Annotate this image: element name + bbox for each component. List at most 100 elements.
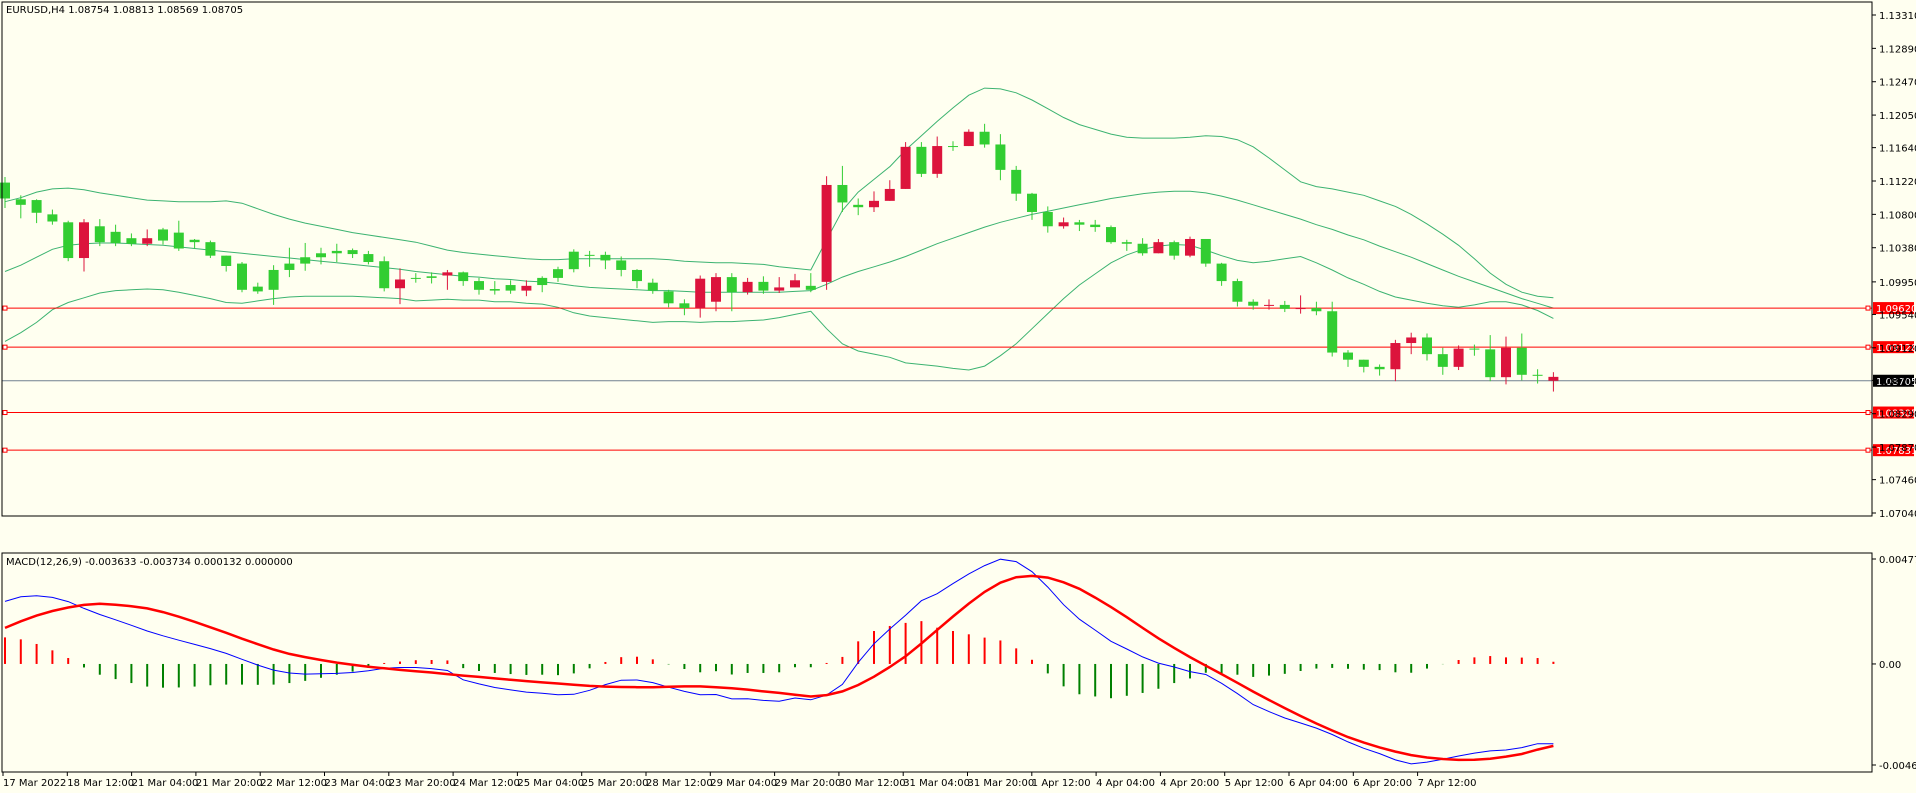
candle-body — [963, 131, 974, 147]
candle-body — [1169, 242, 1180, 256]
candle-body — [663, 291, 674, 304]
candle-body — [742, 281, 753, 293]
candle-body — [1485, 349, 1496, 378]
candle-body — [426, 276, 437, 278]
candle-body — [758, 281, 769, 291]
price-tick-label: 1.10800 — [1879, 210, 1916, 221]
main-panel-border — [1, 1, 1873, 517]
candle-body — [237, 263, 247, 290]
candle-body — [616, 260, 627, 270]
macd-tick-label: -0.004601 — [1879, 761, 1916, 772]
price-tick-label: 1.08710 — [1879, 376, 1916, 387]
candle-body — [679, 303, 690, 309]
candle-body — [1090, 224, 1101, 228]
candle-body — [632, 269, 642, 282]
candle-body — [884, 188, 895, 201]
candle-body — [932, 146, 943, 174]
candle-body — [869, 200, 879, 208]
candle-body — [1516, 347, 1527, 375]
candle-body — [268, 269, 279, 290]
chart-frame — [1, 1, 1873, 773]
candle-body — [79, 222, 89, 259]
candle-body — [1074, 222, 1085, 225]
candle-body — [173, 232, 184, 249]
candle-body — [1453, 348, 1464, 367]
time-tick-label: 23 Mar 20:00 — [389, 778, 456, 789]
time-tick-label: 5 Apr 12:00 — [1225, 778, 1284, 789]
candle-body — [1153, 242, 1164, 254]
candle-body — [1232, 281, 1243, 302]
candle-body — [15, 199, 26, 205]
time-tick-label: 7 Apr 12:00 — [1418, 778, 1477, 789]
candle-body — [805, 285, 816, 290]
candle-body — [1422, 337, 1432, 355]
macd-signal-line — [4, 574, 1554, 762]
candle-body — [284, 263, 295, 270]
time-tick-label: 25 Mar 04:00 — [517, 778, 584, 789]
candle-body — [31, 200, 42, 213]
current-price-tag — [1873, 374, 1914, 387]
level-price-tag — [1873, 302, 1914, 315]
level-price-label: 1.07831 — [1876, 446, 1916, 457]
candle-body — [568, 251, 579, 270]
time-tick-label: 18 Mar 12:00 — [67, 778, 134, 789]
candle-body — [916, 146, 927, 174]
time-tick-label: 31 Mar 20:00 — [968, 778, 1035, 789]
candle-body — [1027, 193, 1037, 212]
candle-body — [1042, 211, 1053, 227]
candle-body — [94, 226, 105, 243]
candle-body — [1532, 374, 1543, 376]
time-tick-label: 23 Mar 04:00 — [325, 778, 392, 789]
level-price-label: 1.08305 — [1876, 409, 1916, 420]
macd-tick-label: 0.004779 — [1879, 555, 1916, 566]
candle-body — [505, 285, 516, 291]
candle-body — [1106, 227, 1116, 243]
level-price-label: 1.09620 — [1876, 304, 1916, 315]
candle-body — [1501, 347, 1511, 378]
candle-body — [900, 146, 911, 189]
candle-body — [711, 277, 721, 302]
candle-body — [347, 250, 358, 255]
candle-body — [1327, 311, 1338, 353]
candle-body — [695, 278, 706, 309]
current-price-label: 1.08705 — [1876, 377, 1916, 388]
level-price-tag — [1873, 406, 1914, 419]
candle-body — [1437, 354, 1448, 367]
level-price-tag — [1873, 444, 1914, 457]
price-tick-label: 1.11640 — [1879, 144, 1916, 155]
macd-main-line — [4, 558, 1554, 765]
candle-body — [647, 282, 658, 291]
symbol-info: EURUSD,H4 1.08754 1.08813 1.08569 1.0870… — [6, 5, 243, 16]
candle-body — [1137, 243, 1148, 254]
candle-body — [316, 253, 326, 258]
horizontal-levels[interactable]: 1.09620 1.09128 1.08305 1.07831 1.08705 — [2, 302, 1916, 457]
candle-body — [205, 242, 216, 256]
candle-body — [726, 277, 737, 293]
candle-body — [1121, 242, 1132, 244]
candle-body — [1058, 222, 1069, 227]
candle-body — [821, 184, 832, 282]
candle-body — [1279, 304, 1290, 309]
price-tick-label: 1.10380 — [1879, 244, 1916, 255]
candle-body — [1011, 169, 1022, 194]
candle-body — [474, 281, 484, 290]
candle-body — [110, 231, 121, 243]
candle-body — [774, 287, 785, 291]
candle-body — [521, 285, 532, 291]
time-tick-label: 22 Mar 12:00 — [260, 778, 327, 789]
time-tick-label: 17 Mar 2022 — [3, 778, 66, 789]
candle-body — [489, 289, 500, 291]
band-upper-line — [4, 87, 1554, 299]
candle-body — [553, 269, 563, 278]
band-lower-line — [4, 243, 1554, 371]
level-handle-right — [1865, 344, 1871, 350]
candle-body — [1311, 308, 1322, 312]
time-tick-label: 4 Apr 04:00 — [1096, 778, 1155, 789]
candle-body — [379, 261, 390, 289]
level-handle-right — [1865, 410, 1871, 416]
candle-body — [537, 277, 548, 286]
price-tick-label: 1.09950 — [1879, 278, 1916, 289]
